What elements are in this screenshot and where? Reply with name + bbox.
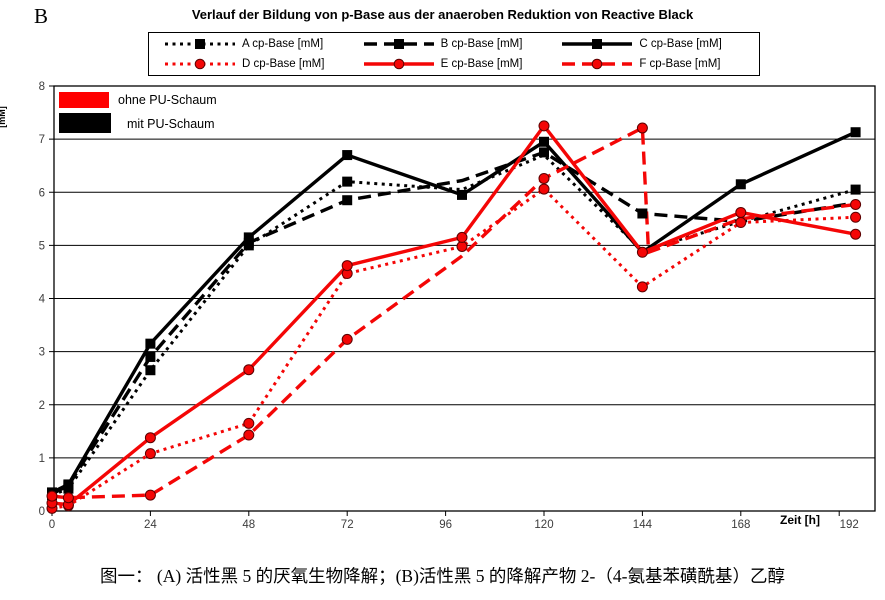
x-axis-title: Zeit [h]: [780, 513, 820, 527]
legend-text-B: B cp-Base [mM]: [440, 38, 523, 50]
legend-item-C: C cp-Base [mM]: [560, 34, 759, 54]
marker-E: [636, 246, 648, 258]
y-tick-label: 4: [39, 294, 46, 306]
series-line-A: [51, 153, 857, 497]
marker-F: [341, 333, 353, 345]
marker-E: [850, 228, 862, 240]
legend-label-ohne-pu-schaum: ohne PU-Schaum: [118, 93, 217, 107]
marker-F: [850, 198, 862, 210]
marker-E: [243, 364, 255, 376]
legend-line-sample-E: [363, 58, 434, 70]
marker-D: [735, 217, 747, 229]
marker-E: [735, 206, 747, 218]
marker-C: [850, 127, 861, 138]
legend-item-B: B cp-Base [mM]: [362, 34, 561, 54]
legend-text-C: C cp-Base [mM]: [639, 38, 722, 50]
legend-swatch-mit-pu-schaum: [59, 113, 111, 133]
marker-E: [144, 432, 156, 444]
panel-label: B: [34, 4, 49, 28]
marker-C: [243, 232, 254, 243]
series-line-D: [51, 187, 856, 510]
y-tick-label: 0: [39, 506, 45, 518]
y-tick-label: 8: [39, 81, 45, 93]
marker-E: [456, 231, 468, 243]
marker-D: [636, 281, 648, 293]
legend-text-E: E cp-Base [mM]: [440, 58, 523, 70]
marker-A: [850, 184, 861, 195]
y-axis-title: [mM]: [0, 106, 7, 128]
y-tick-label: 5: [39, 240, 45, 252]
marker-F: [46, 490, 58, 502]
marker-C: [539, 136, 549, 147]
legend-line-sample-B: [363, 39, 434, 49]
marker-F: [538, 172, 550, 184]
x-tick-label: 96: [439, 519, 452, 531]
marker-B: [145, 351, 156, 362]
legend-item-F: F cp-Base [mM]: [560, 54, 759, 74]
legend-text-F: F cp-Base [mM]: [639, 58, 721, 70]
marker-F: [243, 429, 255, 441]
legend-swatch-ohne-pu-schaum: [59, 92, 109, 108]
y-tick-label: 7: [39, 134, 45, 146]
x-tick-label: 0: [49, 519, 55, 531]
marker-D: [456, 240, 468, 252]
legend-line-sample-C: [562, 39, 633, 49]
marker-B: [243, 237, 254, 248]
x-tick-label: 72: [341, 519, 354, 531]
marker-C: [457, 189, 467, 200]
marker-D: [144, 448, 156, 460]
marker-A: [342, 176, 353, 187]
series-line-C: [51, 130, 857, 494]
x-tick-label: 48: [242, 519, 255, 531]
marker-C: [735, 179, 746, 190]
x-tick-label: 144: [633, 519, 653, 531]
legend-line-sample-F: [562, 58, 633, 70]
series-line-F: [51, 125, 856, 500]
legend-line-sample-D: [165, 58, 235, 70]
x-tick-label: 168: [731, 519, 750, 531]
x-tick-label: 192: [840, 519, 859, 531]
legend-item-A: A cp-Base [mM]: [163, 34, 362, 54]
series-line-B: [51, 150, 856, 496]
chart-plot: 0 24 48 72 96 120 144 168 192 0 1 2 3 4 5 6 7 8: [39, 81, 876, 531]
y-tick-label: 2: [39, 400, 45, 412]
legend-label-mit-pu-schaum: mit PU-Schaum: [127, 117, 215, 131]
legend-text-A: A cp-Base [mM]: [242, 38, 324, 50]
y-tick-label: 3: [39, 347, 45, 359]
x-tick-label: 120: [534, 519, 553, 531]
series-legend: A cp-Base [mM] B cp-Base [mM] C cp-Base [m…: [148, 32, 760, 76]
y-tick-label: 1: [39, 453, 45, 465]
marker-C: [63, 479, 74, 490]
figure-caption: 图一： (A) 活性黑 5 的厌氧生物降解；(B)活性黑 5 的降解产物 2-（…: [100, 566, 785, 586]
marker-B: [342, 195, 353, 206]
chart-title: Verlauf der Bildung von p-Base aus der a…: [191, 7, 694, 22]
marker-C: [342, 150, 353, 161]
marker-B: [637, 208, 648, 219]
marker-D: [538, 183, 550, 195]
marker-E: [341, 260, 353, 272]
legend-text-D: D cp-Base [mM]: [242, 58, 325, 70]
x-tick-label: 24: [144, 519, 157, 531]
marker-B: [539, 147, 549, 158]
marker-E: [538, 120, 550, 132]
legend-item-E: E cp-Base [mM]: [362, 54, 561, 74]
legend-line-sample-A: [165, 39, 235, 49]
marker-D: [243, 417, 255, 429]
marker-F: [144, 489, 156, 501]
legend-item-D: D cp-Base [mM]: [163, 54, 362, 74]
marker-C: [145, 338, 156, 349]
marker-F: [62, 492, 74, 504]
series-line-E: [51, 123, 856, 507]
marker-F: [636, 122, 648, 134]
marker-D: [850, 211, 862, 223]
y-tick-label: 6: [39, 187, 45, 199]
marker-A: [145, 365, 156, 376]
